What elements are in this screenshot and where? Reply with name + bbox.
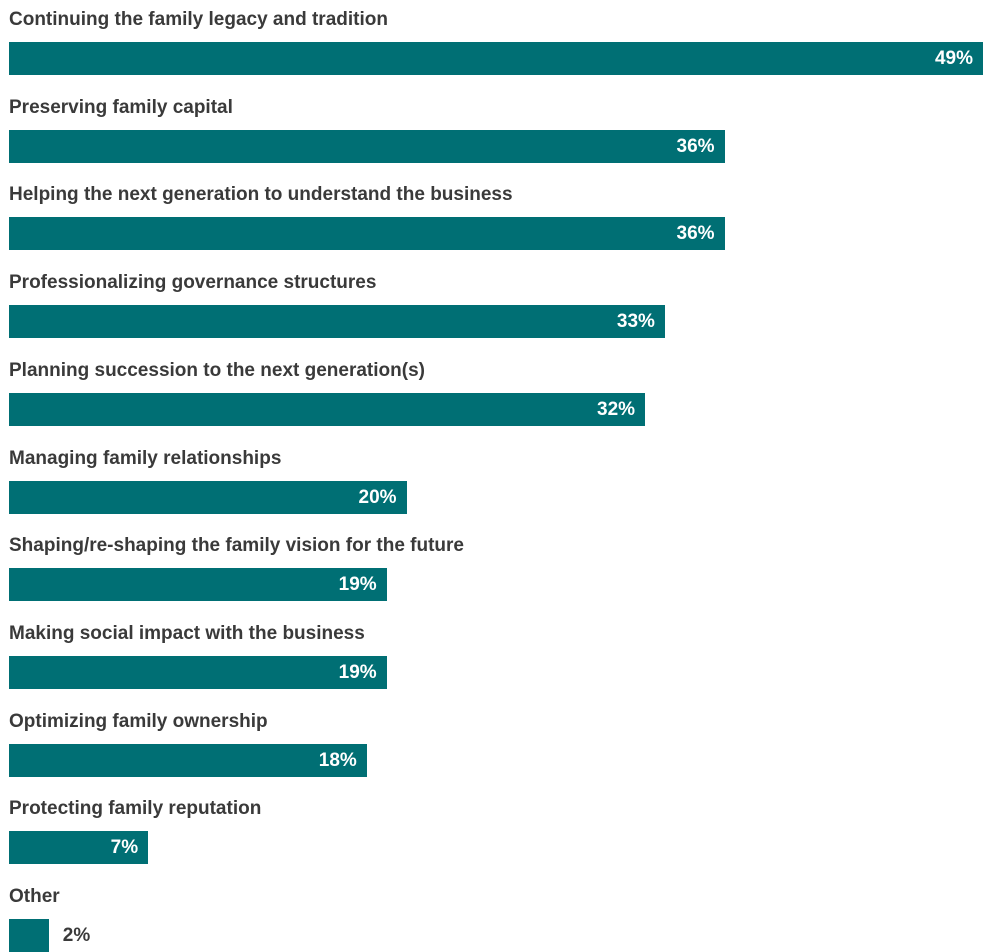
bar — [9, 831, 149, 865]
category-label: Making social impact with the business — [9, 622, 365, 644]
value-label: 36% — [676, 223, 715, 245]
category-label: Other — [9, 886, 60, 907]
bar — [9, 480, 407, 514]
category-label: Protecting family reputation — [9, 798, 262, 820]
category-label: Shaping/re-shaping the family vision for… — [9, 535, 464, 557]
value-label: 7% — [110, 837, 139, 859]
value-label: 19% — [338, 661, 377, 683]
category-label: Helping the next generation to understan… — [9, 184, 513, 206]
bar — [9, 129, 725, 163]
value-label: 19% — [338, 574, 377, 596]
value-label: 36% — [676, 135, 715, 157]
bar — [9, 743, 367, 777]
bar — [9, 655, 387, 689]
category-label: Managing family relationships — [9, 447, 282, 469]
category-label: Continuing the family legacy and traditi… — [9, 9, 388, 30]
category-label: Optimizing family ownership — [9, 710, 268, 732]
value-label: 20% — [358, 486, 397, 508]
value-label: 33% — [616, 311, 655, 333]
value-label: 18% — [318, 749, 357, 771]
bar — [9, 217, 725, 251]
category-label: Professionalizing governance structures — [9, 272, 377, 294]
bar — [9, 305, 665, 339]
value-label: 49% — [934, 48, 973, 69]
bar — [9, 919, 49, 952]
value-label: 2% — [62, 925, 91, 946]
bar — [9, 568, 387, 602]
bar — [9, 42, 983, 75]
bar — [9, 392, 646, 426]
category-label: Planning succession to the next generati… — [9, 359, 425, 381]
category-label: Preserving family capital — [9, 96, 233, 118]
value-label: 32% — [597, 398, 636, 420]
